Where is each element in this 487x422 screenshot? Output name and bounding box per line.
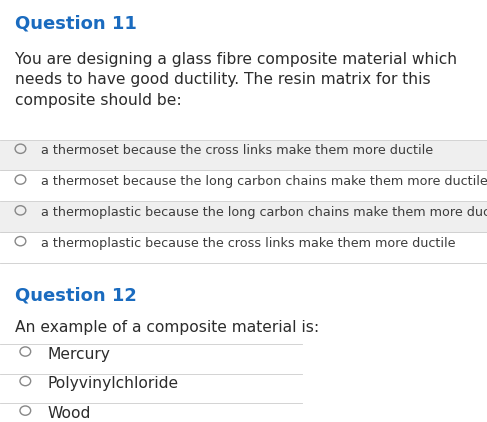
Text: Wood: Wood (48, 406, 91, 421)
FancyBboxPatch shape (0, 171, 487, 202)
Text: Question 11: Question 11 (15, 15, 136, 33)
Text: a thermoplastic because the long carbon chains make them more ductile: a thermoplastic because the long carbon … (41, 206, 487, 219)
FancyBboxPatch shape (0, 202, 487, 233)
Text: a thermoset because the long carbon chains make them more ductile: a thermoset because the long carbon chai… (41, 175, 487, 188)
Text: a thermoset because the cross links make them more ductile: a thermoset because the cross links make… (41, 144, 433, 157)
Text: Mercury: Mercury (48, 347, 111, 362)
Text: An example of a composite material is:: An example of a composite material is: (15, 320, 318, 335)
Text: a thermoplastic because the cross links make them more ductile: a thermoplastic because the cross links … (41, 237, 456, 250)
FancyBboxPatch shape (0, 141, 487, 171)
Text: Question 12: Question 12 (15, 286, 136, 304)
FancyBboxPatch shape (0, 233, 487, 264)
Text: You are designing a glass fibre composite material which
needs to have good duct: You are designing a glass fibre composit… (15, 52, 457, 108)
Text: Polyvinylchloride: Polyvinylchloride (48, 376, 179, 392)
